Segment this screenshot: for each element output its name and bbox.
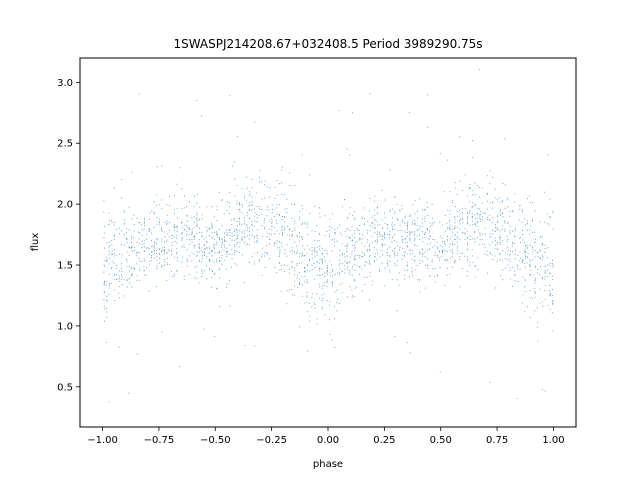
x-tick-label: −0.75 xyxy=(144,435,175,446)
chart-title: 1SWASPJ214208.67+032408.5 Period 3989290… xyxy=(173,37,482,51)
x-tick-label: 1.00 xyxy=(542,435,564,446)
x-tick-label: 0.25 xyxy=(373,435,395,446)
x-tick-label: −0.50 xyxy=(200,435,231,446)
y-tick-label: 1.0 xyxy=(57,321,73,332)
y-axis-label: flux xyxy=(30,233,41,252)
y-tick-label: 1.5 xyxy=(57,261,73,272)
x-tick-label: −0.25 xyxy=(256,435,287,446)
x-tick-label: 0.00 xyxy=(317,435,339,446)
x-tick-label: 0.50 xyxy=(430,435,452,446)
x-axis-label: phase xyxy=(313,459,343,470)
y-tick-label: 2.5 xyxy=(57,139,73,150)
x-axis-ticks: −1.00 −0.75 −0.50 −0.25 0.00 0.25 0.50 0.75 1.00 xyxy=(87,427,565,446)
y-tick-label: 0.5 xyxy=(57,382,73,393)
y-axis-ticks: 0.5 1.0 1.5 2.0 2.5 3.0 xyxy=(57,78,80,393)
x-tick-label: −1.00 xyxy=(87,435,118,446)
x-tick-label: 0.75 xyxy=(486,435,508,446)
y-tick-label: 2.0 xyxy=(57,200,73,211)
y-tick-label: 3.0 xyxy=(57,78,73,89)
data-points xyxy=(103,69,554,403)
scatter-point-cloud xyxy=(103,69,554,403)
